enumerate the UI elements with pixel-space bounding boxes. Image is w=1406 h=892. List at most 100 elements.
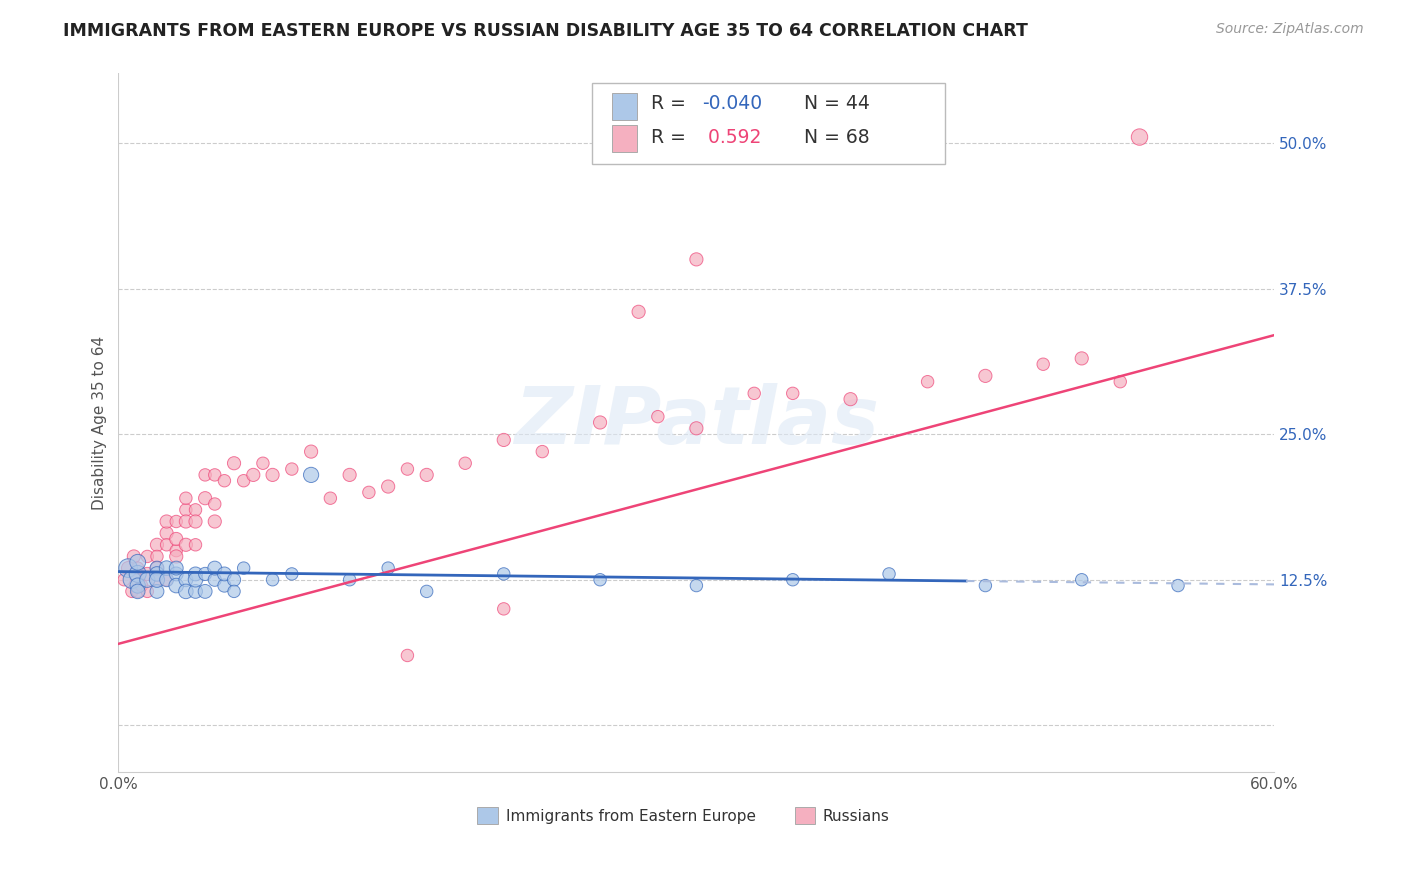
Point (204, 573, 226, 587)
Point (319, 491, 342, 506)
Point (1032, 357, 1054, 371)
Point (222, 573, 245, 587)
Point (214, 474, 236, 488)
Text: R =: R = (651, 128, 692, 147)
Point (165, 532, 187, 546)
FancyBboxPatch shape (794, 807, 815, 824)
Point (165, 566, 187, 581)
Point (974, 368, 997, 383)
Point (492, 566, 515, 581)
Point (204, 515, 226, 529)
Point (1070, 573, 1092, 587)
Point (131, 578, 153, 592)
Point (839, 392, 862, 407)
Point (136, 566, 159, 581)
Point (357, 485, 380, 500)
Point (742, 386, 765, 401)
FancyBboxPatch shape (612, 94, 637, 120)
Point (174, 515, 197, 529)
Point (155, 573, 177, 587)
Point (281, 566, 304, 581)
Point (146, 566, 169, 581)
Text: Source: ZipAtlas.com: Source: ZipAtlas.com (1216, 22, 1364, 37)
Point (146, 561, 169, 575)
Text: N = 44: N = 44 (793, 94, 870, 112)
Point (165, 543, 187, 558)
Point (155, 515, 177, 529)
Point (339, 573, 361, 587)
Point (222, 456, 245, 470)
Point (222, 584, 245, 599)
Point (122, 549, 145, 564)
Point (647, 409, 669, 424)
Point (396, 462, 419, 476)
Text: Immigrants from Eastern Europe: Immigrants from Eastern Europe (506, 808, 755, 823)
Point (396, 648, 419, 663)
Point (155, 538, 177, 552)
Point (184, 566, 207, 581)
Point (281, 462, 304, 476)
Point (155, 561, 177, 575)
Point (165, 549, 187, 564)
Point (127, 561, 149, 575)
Point (184, 584, 207, 599)
Point (782, 386, 804, 401)
Point (146, 573, 169, 587)
Point (155, 526, 177, 541)
Point (146, 549, 169, 564)
Point (262, 573, 284, 587)
Point (184, 503, 207, 517)
Point (127, 573, 149, 587)
Point (174, 538, 197, 552)
Point (204, 497, 226, 511)
Point (146, 584, 169, 599)
Point (146, 561, 169, 575)
Point (121, 584, 143, 599)
Point (415, 467, 437, 482)
Point (194, 584, 217, 599)
Point (127, 584, 149, 599)
Text: IMMIGRANTS FROM EASTERN EUROPE VS RUSSIAN DISABILITY AGE 35 TO 64 CORRELATION CH: IMMIGRANTS FROM EASTERN EUROPE VS RUSSIA… (63, 22, 1028, 40)
FancyBboxPatch shape (592, 84, 945, 164)
Point (377, 561, 399, 575)
Point (174, 503, 197, 517)
Text: Russians: Russians (823, 808, 889, 823)
FancyBboxPatch shape (477, 807, 498, 824)
Point (127, 555, 149, 569)
Point (117, 561, 139, 575)
Point (194, 491, 217, 506)
Point (127, 578, 149, 592)
Point (204, 467, 226, 482)
Point (685, 421, 707, 435)
Point (127, 566, 149, 581)
Point (299, 467, 322, 482)
Point (232, 561, 254, 575)
Point (782, 573, 804, 587)
Point (1128, 130, 1150, 145)
Point (232, 474, 254, 488)
Text: ZIPatlas: ZIPatlas (515, 384, 879, 461)
Point (589, 416, 612, 430)
Point (685, 252, 707, 267)
Point (454, 456, 477, 470)
Point (194, 467, 217, 482)
Point (194, 566, 217, 581)
Point (627, 305, 650, 319)
Point (184, 538, 207, 552)
Point (174, 584, 197, 599)
Point (117, 561, 139, 575)
Text: N = 68: N = 68 (793, 128, 870, 147)
Point (174, 573, 197, 587)
Point (112, 573, 135, 587)
Point (492, 602, 515, 616)
Point (531, 444, 554, 458)
Point (492, 433, 515, 447)
Point (299, 444, 322, 458)
Point (214, 566, 236, 581)
FancyBboxPatch shape (612, 126, 637, 152)
Point (685, 578, 707, 592)
Point (165, 561, 187, 575)
Point (146, 538, 169, 552)
Point (165, 578, 187, 592)
Point (589, 573, 612, 587)
